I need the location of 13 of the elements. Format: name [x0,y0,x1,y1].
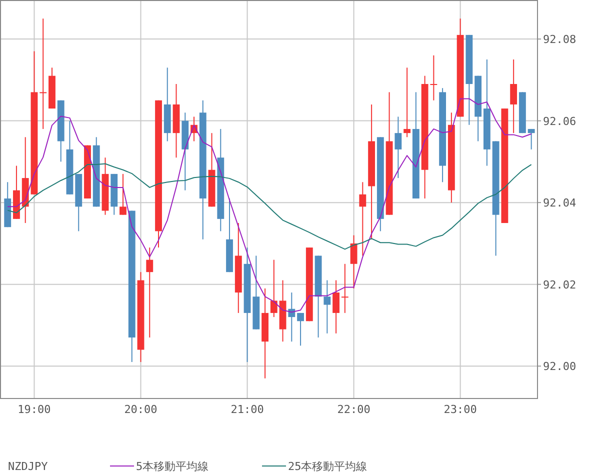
x-tick-label: 20:00 [124,403,158,416]
x-tick-label: 23:00 [444,403,477,416]
text: NZDJPY [8,460,48,473]
x-tick-label: 21:00 [230,403,264,416]
legend-label: 5本移動平均線 [136,460,209,473]
y-tick-label: 92.00 [543,360,576,374]
y-tick-label: 92.04 [543,196,576,210]
legend-label: 25本移動平均線 [288,460,368,473]
y-tick-label: 92.06 [543,114,576,128]
y-tick-label: 92.08 [543,33,576,46]
x-tick-label: 19:00 [18,403,51,416]
x-tick-label: 22:00 [337,403,370,416]
y-tick-label: 92.02 [543,278,576,292]
